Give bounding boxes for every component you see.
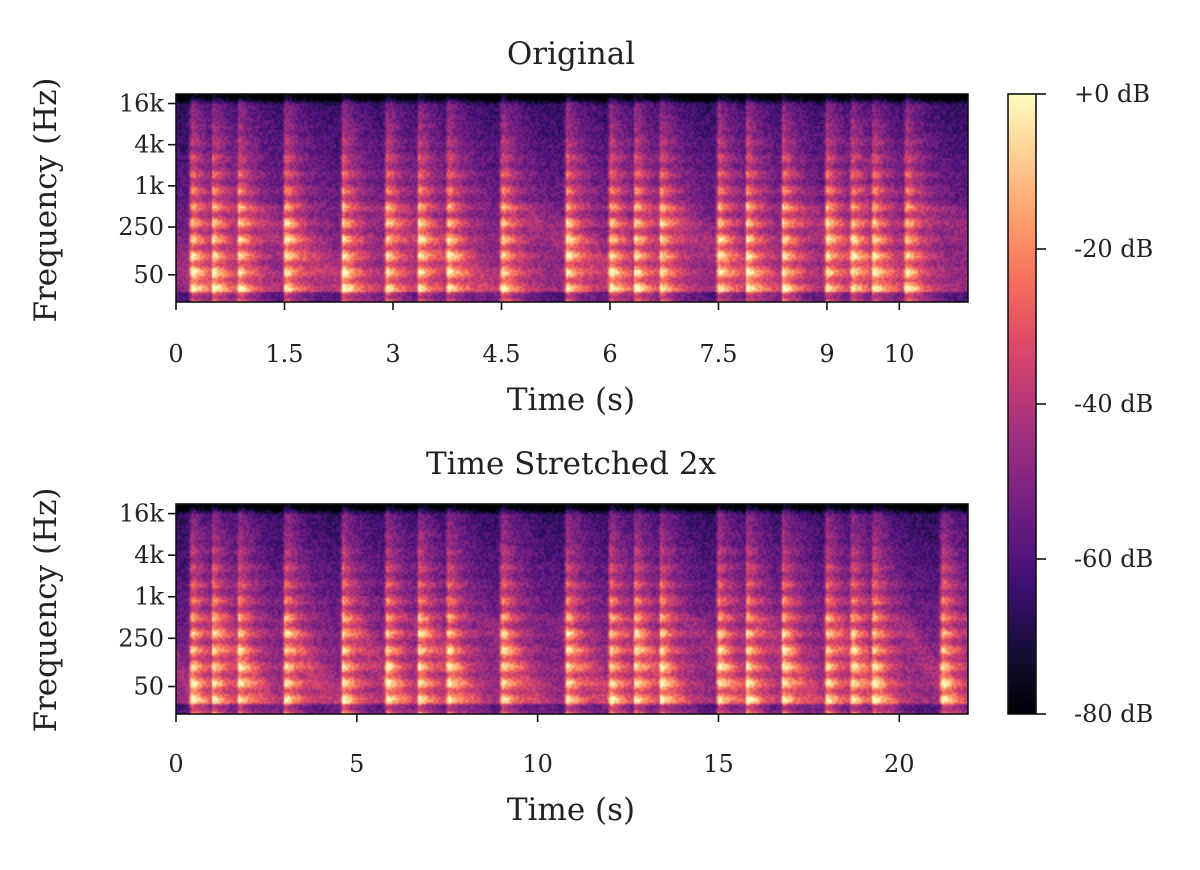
x-tick-label: 10: [522, 750, 553, 778]
x-tick-label: 0: [168, 750, 183, 778]
y-tick-label: 50: [133, 673, 164, 701]
plot-frame-original: [175, 93, 969, 303]
colorbar: +0 dB -20 dB -40 dB -60 dB -80 dB: [1007, 80, 1153, 728]
x-tick-label: 9: [819, 340, 834, 368]
colorbar-tick-label: -20 dB: [1074, 235, 1153, 263]
x-tick-label: 6: [602, 340, 617, 368]
panel-title-stretched: Time Stretched 2x: [426, 446, 717, 482]
colorbar-axis: +0 dB -20 dB -40 dB -60 dB -80 dB: [1036, 80, 1153, 728]
x-tick-label: 15: [703, 750, 734, 778]
plot-frame-stretched: [175, 503, 969, 715]
x-tick-label: 20: [884, 750, 915, 778]
colorbar-gradient: [1008, 94, 1036, 714]
y-axis-label-original: Frequency (Hz): [28, 77, 64, 322]
y-tick-label: 4k: [134, 541, 164, 569]
x-axis-label-original: Time (s): [507, 382, 635, 418]
colorbar-tick-label: -40 dB: [1074, 390, 1153, 418]
x-tick-label: 5: [349, 750, 364, 778]
y-axis-label-stretched: Frequency (Hz): [28, 487, 64, 732]
x-tick-label: 4.5: [482, 340, 520, 368]
x-axis-label-stretched: Time (s): [507, 792, 635, 828]
colorbar-tick-label: -60 dB: [1074, 545, 1153, 573]
y-tick-label: 16k: [119, 90, 165, 118]
x-axis-original: 0 1.5 3 4.5 6 7.5 9 10: [168, 302, 915, 368]
x-axis-stretched: 0 5 10 15 20: [168, 714, 915, 778]
colorbar-tick-label: -80 dB: [1074, 700, 1153, 728]
x-tick-label: 3: [385, 340, 400, 368]
spectrogram-heatmap-original: [176, 94, 968, 302]
y-tick-label: 1k: [134, 583, 164, 611]
y-tick-label: 16k: [119, 500, 165, 528]
y-tick-label: 250: [118, 213, 164, 241]
y-axis-stretched: 50 250 1k 4k 16k: [118, 500, 176, 701]
y-axis-original: 50 250 1k 4k 16k: [118, 90, 176, 289]
y-tick-label: 4k: [134, 131, 164, 159]
y-tick-label: 50: [133, 261, 164, 289]
x-tick-label: 0: [168, 340, 183, 368]
panel-title-original: Original: [507, 36, 635, 72]
colorbar-tick-label: +0 dB: [1074, 80, 1150, 108]
x-tick-label: 1.5: [265, 340, 303, 368]
y-tick-label: 250: [118, 624, 164, 652]
spectrogram-panel-original: Original 50 250 1k 4k 16k 0 1.5 3 4.5 6 7.5 9 10 Ti…: [28, 36, 969, 418]
x-tick-label: 10: [884, 340, 915, 368]
spectrogram-heatmap-stretched: [176, 504, 968, 714]
y-tick-label: 1k: [134, 172, 164, 200]
x-tick-label: 7.5: [699, 340, 737, 368]
